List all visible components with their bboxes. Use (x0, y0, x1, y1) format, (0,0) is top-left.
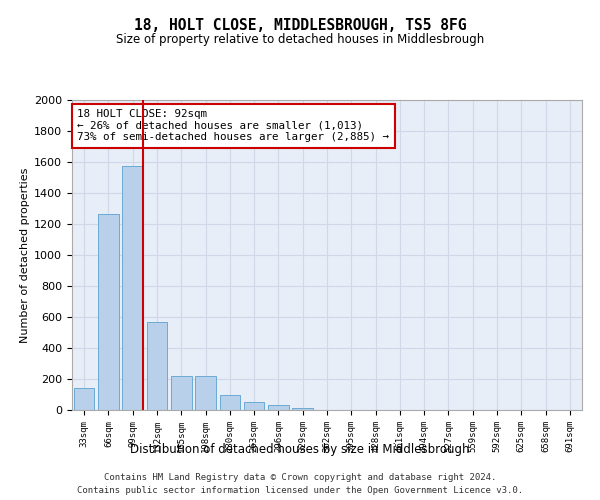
Bar (220, 396, 240, 410)
Text: 18 HOLT CLOSE: 92sqm
← 26% of detached houses are smaller (1,013)
73% of semi-de: 18 HOLT CLOSE: 92sqm ← 26% of detached h… (77, 110, 389, 142)
Bar (122, 166, 143, 410)
Text: 18, HOLT CLOSE, MIDDLESBROUGH, TS5 8FG: 18, HOLT CLOSE, MIDDLESBROUGH, TS5 8FG (134, 18, 466, 32)
Bar (171, 376, 191, 410)
Bar (74, 388, 94, 410)
Text: Size of property relative to detached houses in Middlesbrough: Size of property relative to detached ho… (116, 32, 484, 46)
Bar (292, 408, 313, 410)
Text: Contains public sector information licensed under the Open Government Licence v3: Contains public sector information licen… (77, 486, 523, 495)
Text: Distribution of detached houses by size in Middlesbrough: Distribution of detached houses by size … (130, 442, 470, 456)
Bar (146, 322, 167, 410)
Y-axis label: Number of detached properties: Number of detached properties (20, 168, 30, 342)
Bar (195, 376, 216, 410)
Text: Contains HM Land Registry data © Crown copyright and database right 2024.: Contains HM Land Registry data © Crown c… (104, 472, 496, 482)
Bar (268, 406, 289, 410)
Bar (244, 402, 265, 410)
Bar (98, 214, 119, 410)
